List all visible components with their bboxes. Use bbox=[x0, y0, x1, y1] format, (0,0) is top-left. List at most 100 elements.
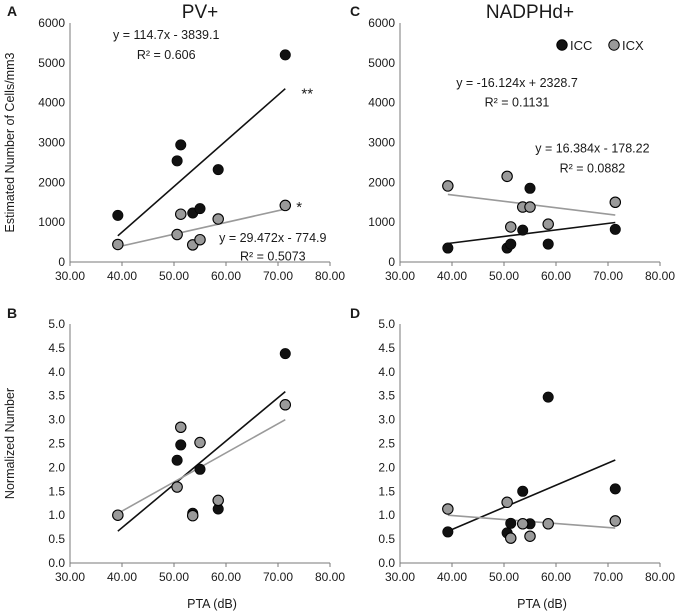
data-point-icx bbox=[186, 509, 199, 522]
data-point-icx bbox=[542, 518, 554, 530]
data-point-icx bbox=[175, 421, 187, 433]
data-point-icc bbox=[442, 526, 454, 538]
y-tick-label: 3000 bbox=[38, 136, 65, 150]
data-point-icc bbox=[517, 485, 529, 497]
x-tick-label: 40.00 bbox=[437, 570, 467, 584]
data-point-icx bbox=[194, 233, 206, 246]
legend-label: ICC bbox=[570, 38, 592, 53]
y-tick-label: 2.5 bbox=[378, 437, 395, 451]
y-tick-label: 4.0 bbox=[378, 365, 395, 379]
legend: ICC ICX bbox=[556, 38, 644, 53]
y-tick-label: 0 bbox=[388, 255, 395, 269]
x-tick-label: 70.00 bbox=[593, 269, 623, 283]
y-tick-label: 2.0 bbox=[378, 460, 395, 474]
significance-marker: ** bbox=[301, 86, 313, 103]
x-tick-label: 30.00 bbox=[55, 269, 85, 283]
data-point-icc bbox=[505, 517, 517, 529]
x-tick-label: 50.00 bbox=[489, 570, 519, 584]
data-point-icx bbox=[171, 228, 183, 241]
y-tick-label: 4000 bbox=[368, 96, 395, 110]
y-tick-label: 5000 bbox=[368, 56, 395, 70]
x-tick-label: 80.00 bbox=[315, 570, 345, 584]
x-tick-label: 70.00 bbox=[593, 570, 623, 584]
chart-title: PV+ bbox=[182, 2, 218, 23]
data-point-icc bbox=[524, 182, 536, 194]
regression-annotation: R² = 0.606 bbox=[137, 48, 196, 62]
x-tick-label: 60.00 bbox=[541, 269, 571, 283]
legend-label: ICX bbox=[622, 38, 644, 53]
data-point-icx bbox=[542, 218, 554, 230]
data-point-icc bbox=[517, 224, 529, 236]
regression-annotation: R² = 0.0882 bbox=[560, 161, 626, 175]
data-point-icx bbox=[505, 532, 517, 544]
y-tick-label: 0.0 bbox=[378, 556, 395, 570]
y-tick-label: 2.0 bbox=[48, 460, 65, 474]
y-axis-label: Estimated Number of Cells/mm3 bbox=[3, 52, 17, 232]
data-point-icc bbox=[171, 454, 183, 466]
y-tick-label: 5000 bbox=[38, 56, 65, 70]
y-tick-label: 2000 bbox=[368, 175, 395, 189]
regression-annotation: y = 16.384x - 178.22 bbox=[535, 141, 649, 155]
data-point-icx bbox=[609, 515, 622, 527]
data-point-icc bbox=[175, 439, 187, 451]
panel-letter: B bbox=[7, 305, 17, 321]
data-point-icc bbox=[194, 203, 206, 215]
y-tick-label: 4.5 bbox=[48, 341, 65, 355]
y-tick-label: 6000 bbox=[38, 16, 65, 30]
x-tick-label: 50.00 bbox=[159, 570, 189, 584]
data-point-icx bbox=[212, 494, 224, 507]
trendline-icc bbox=[447, 221, 616, 245]
x-tick-label: 80.00 bbox=[645, 269, 675, 283]
regression-annotation: y = 114.7x - 3839.1 bbox=[113, 28, 219, 42]
y-tick-label: 3.5 bbox=[48, 389, 65, 403]
y-tick-label: 6000 bbox=[368, 16, 395, 30]
x-tick-label: 30.00 bbox=[385, 570, 415, 584]
data-point-icx bbox=[212, 213, 224, 225]
y-tick-label: 1.0 bbox=[378, 508, 395, 522]
data-point-icx bbox=[501, 496, 513, 509]
panel-C: 0 1000 2000 3000 4000 5000 6000 30.00 40.00 50.00… bbox=[350, 2, 675, 283]
y-tick-label: 1000 bbox=[368, 215, 395, 229]
y-tick-label: 1.5 bbox=[48, 484, 65, 498]
data-point-icc bbox=[194, 463, 206, 475]
x-tick-label: 30.00 bbox=[55, 570, 85, 584]
data-point-icx bbox=[516, 518, 529, 530]
data-point-icc bbox=[505, 238, 517, 250]
x-tick-label: 40.00 bbox=[107, 570, 137, 584]
data-point-icc bbox=[171, 155, 183, 167]
y-tick-label: 3.0 bbox=[378, 413, 395, 427]
x-tick-label: 40.00 bbox=[107, 269, 137, 283]
y-tick-label: 0.5 bbox=[378, 532, 395, 546]
data-point-icc bbox=[279, 348, 291, 360]
y-tick-label: 0 bbox=[58, 255, 65, 269]
y-tick-label: 1.0 bbox=[48, 508, 65, 522]
y-tick-label: 3.0 bbox=[48, 413, 65, 427]
data-point-icc bbox=[609, 483, 621, 495]
panel-letter: D bbox=[350, 305, 360, 321]
y-tick-label: 5.0 bbox=[378, 317, 395, 331]
data-point-icx bbox=[524, 201, 536, 213]
x-tick-label: 60.00 bbox=[211, 570, 241, 584]
x-tick-label: 50.00 bbox=[489, 269, 519, 283]
data-point-icx bbox=[279, 199, 292, 212]
data-point-icx bbox=[442, 503, 454, 515]
panel-B: 0.0 0.5 1.0 1.5 2.0 2.5 3.0 3.5 4.0 4.5 5.0 30.00 40… bbox=[3, 305, 345, 611]
trendline-icc bbox=[447, 459, 616, 532]
data-point-icx bbox=[171, 481, 183, 493]
data-point-icc bbox=[542, 238, 554, 250]
y-tick-label: 3.5 bbox=[378, 389, 395, 403]
data-point-icx bbox=[609, 196, 622, 209]
x-tick-label: 50.00 bbox=[159, 269, 189, 283]
data-point-icc bbox=[175, 139, 187, 151]
data-point-icc bbox=[279, 49, 291, 61]
y-tick-label: 1.5 bbox=[378, 484, 395, 498]
trendline-icx bbox=[117, 208, 286, 248]
y-tick-label: 4000 bbox=[38, 96, 65, 110]
data-point-icc bbox=[112, 209, 124, 221]
y-tick-label: 0.0 bbox=[48, 556, 65, 570]
panel-letter: A bbox=[7, 3, 17, 19]
y-tick-label: 2.5 bbox=[48, 437, 65, 451]
y-tick-label: 4.0 bbox=[48, 365, 65, 379]
data-point-icx bbox=[279, 399, 292, 411]
